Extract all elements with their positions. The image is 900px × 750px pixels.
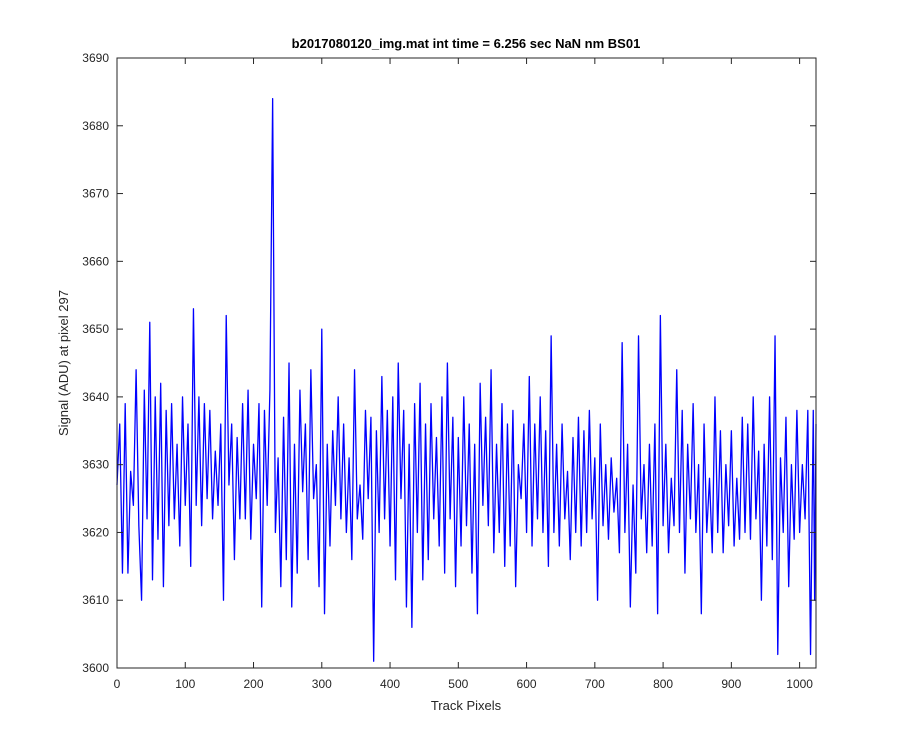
y-tick-label: 3640 <box>82 390 109 404</box>
chart-title: b2017080120_img.mat int time = 6.256 sec… <box>292 36 641 51</box>
x-tick-label: 700 <box>585 677 605 691</box>
x-tick-label: 1000 <box>786 677 813 691</box>
x-tick-label: 0 <box>114 677 121 691</box>
x-tick-label: 300 <box>312 677 332 691</box>
x-tick-label: 400 <box>380 677 400 691</box>
y-tick-label: 3690 <box>82 51 109 65</box>
x-tick-label: 600 <box>517 677 537 691</box>
x-tick-label: 500 <box>448 677 468 691</box>
y-tick-label: 3680 <box>82 119 109 133</box>
x-tick-label: 800 <box>653 677 673 691</box>
y-tick-label: 3620 <box>82 525 109 539</box>
x-axis-label: Track Pixels <box>431 698 502 713</box>
y-tick-label: 3670 <box>82 187 109 201</box>
x-tick-label: 900 <box>721 677 741 691</box>
x-tick-label: 100 <box>175 677 195 691</box>
series-line <box>116 98 817 662</box>
x-axis-ticks: 0 100 200 300 400 500 600 700 800 900 1000 <box>114 58 813 691</box>
y-tick-label: 3600 <box>82 661 109 675</box>
y-tick-label: 3660 <box>82 254 109 268</box>
plot-frame <box>116 57 817 669</box>
y-tick-label: 3630 <box>82 458 109 472</box>
y-tick-label: 3650 <box>82 322 109 336</box>
y-tick-label: 3610 <box>82 593 109 607</box>
y-axis-ticks: 3600 3610 3620 3630 3640 3650 3660 3670 3680 3690 <box>82 51 816 675</box>
y-axis-label: Signal (ADU) at pixel 297 <box>56 290 71 436</box>
plot-area <box>117 58 816 668</box>
x-tick-label: 200 <box>244 677 264 691</box>
